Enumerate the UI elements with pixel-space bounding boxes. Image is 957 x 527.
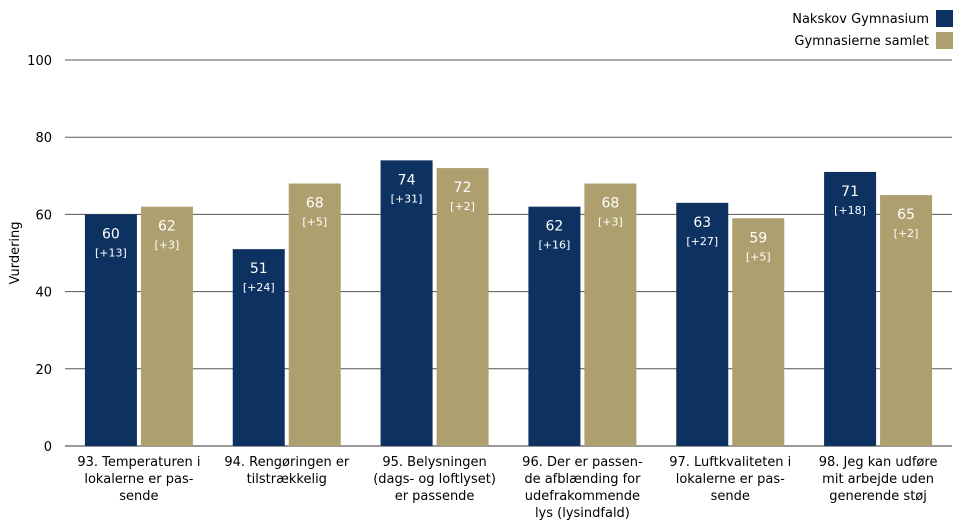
bar-value-label: 51 [250,261,268,277]
bar [436,168,489,446]
y-tick-label: 100 [27,54,52,69]
y-tick-label: 40 [35,286,52,301]
category-label: lokalerne er pas- [84,472,193,487]
category-label: 93. Temperaturen i [77,455,200,470]
legend-swatch [936,32,953,49]
bar [84,214,137,446]
bar [140,206,193,446]
bar-delta-label: [+3] [598,216,623,229]
bars: 60 [+13] 62 [+3] 51 [+24] 68 [+5] 74 [+31] 72 [+2] 6… [84,160,933,447]
category-label: 98. Jeg kan udføre [819,455,938,470]
bar-delta-label: [+18] [834,204,866,217]
bar-value-label: 62 [158,219,176,235]
category-label: er passende [395,489,475,504]
bar [824,171,877,446]
bar [732,218,785,446]
gridlines [65,59,952,447]
category-labels: 93. Temperaturen i lokalerne er pas-sende… [77,455,937,521]
y-tick-label: 80 [35,131,52,146]
bar-delta-label: [+24] [243,281,275,294]
bar-value-label: 68 [306,196,324,212]
bar [528,206,581,446]
bar-value-label: 68 [602,196,620,212]
bar-value-label: 74 [398,172,416,188]
category-label: 95. Belysningen [382,455,486,470]
bar-delta-label: [+27] [686,235,718,248]
category-label: 94. Rengøringen er [224,455,350,470]
bar [232,249,285,446]
bar-delta-label: [+2] [894,227,919,240]
bar-delta-label: [+13] [95,246,127,259]
y-tick-label: 60 [35,208,52,223]
category-label: (dags- og loftlyset) [373,472,496,487]
bar-value-label: 71 [841,184,859,200]
bar [676,202,729,446]
category-label: tilstrækkelig [247,472,327,487]
bar-value-label: 65 [897,207,915,223]
bar-delta-label: [+5] [746,250,771,263]
bar-value-label: 63 [693,215,711,231]
category-label: sende [711,489,750,504]
category-label: 97. Luftkvaliteten i [669,455,791,470]
y-tick-label: 0 [44,440,52,455]
legend-label: Nakskov Gymnasium [792,12,929,27]
category-label: udefrakommende [525,489,640,504]
bar-value-label: 72 [454,180,472,196]
bar-delta-label: [+31] [391,192,423,205]
category-label: generende støj [829,489,927,504]
bar [880,195,933,446]
bar-delta-label: [+2] [450,200,475,213]
legend-label: Gymnasierne samlet [794,34,929,49]
category-label: lys (lysindfald) [535,506,630,521]
category-label: mit arbejde uden [822,472,934,487]
category-label: de afblænding for [524,472,641,487]
bar-value-label: 62 [546,219,564,235]
y-axis-title: Vurdering [8,221,23,284]
category-label: 96. Der er passen- [522,455,643,470]
legend-swatch [936,10,953,27]
legend: Nakskov Gymnasium Gymnasierne samlet [792,10,953,49]
bar-value-label: 59 [749,230,767,246]
bar [584,183,637,446]
category-label: lokalerne er pas- [676,472,785,487]
y-axis-ticks: 0 20 40 60 80 100 [27,54,52,455]
bar-delta-label: [+16] [539,239,571,252]
bar-delta-label: [+3] [155,239,180,252]
y-tick-label: 20 [35,363,52,378]
bar [288,183,341,446]
bar-value-label: 60 [102,226,120,242]
category-label: sende [119,489,158,504]
bar-delta-label: [+5] [302,216,327,229]
bar [380,160,433,447]
